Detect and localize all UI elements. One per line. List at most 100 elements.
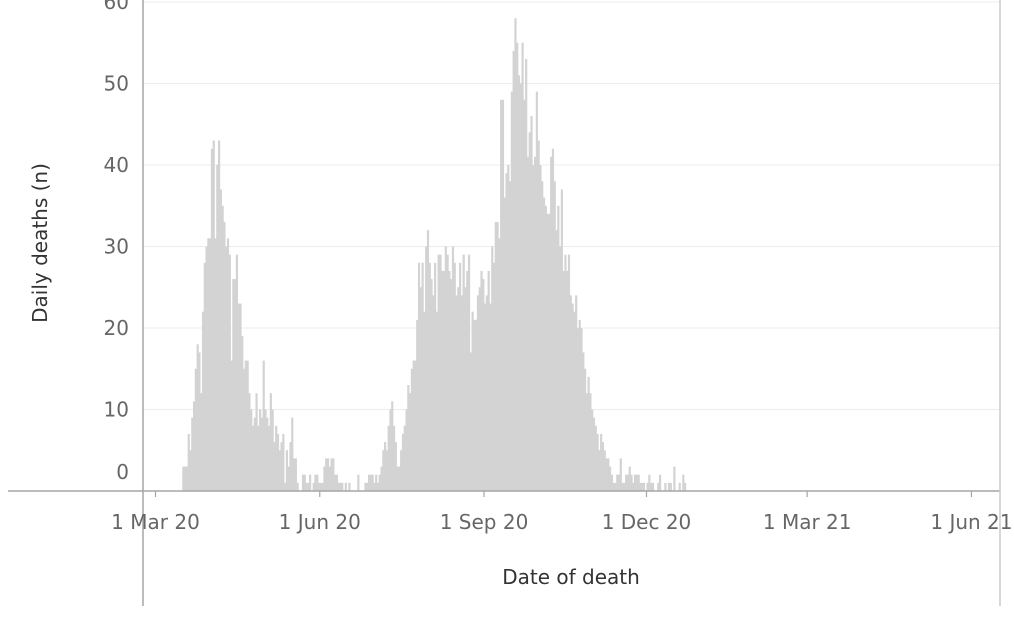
bar xyxy=(498,238,501,491)
bar xyxy=(344,482,347,491)
bar xyxy=(451,246,455,491)
bar xyxy=(341,482,344,491)
bar xyxy=(553,181,556,492)
bar xyxy=(476,295,480,491)
bar xyxy=(575,295,578,491)
bar xyxy=(535,91,538,492)
bar xyxy=(184,466,187,491)
bar xyxy=(301,474,305,491)
bar xyxy=(439,254,442,491)
bar xyxy=(471,311,474,491)
bar xyxy=(612,482,615,491)
bar xyxy=(467,254,471,491)
bar xyxy=(266,417,269,491)
bar xyxy=(200,393,203,491)
bar xyxy=(667,482,671,491)
bar xyxy=(405,409,408,491)
bar xyxy=(212,140,215,492)
bar xyxy=(396,466,399,491)
x-tick-label: 1 Sep 20 xyxy=(440,510,529,534)
bar xyxy=(469,352,472,491)
bar xyxy=(217,140,221,492)
bar xyxy=(251,425,255,491)
bar xyxy=(257,425,260,491)
bar xyxy=(580,328,583,491)
x-tick-label: 1 Jun 21 xyxy=(930,510,1012,534)
bar xyxy=(328,466,331,491)
bar xyxy=(373,482,376,491)
bar xyxy=(385,450,389,491)
bar xyxy=(237,303,240,491)
bar xyxy=(260,417,264,491)
bar xyxy=(503,197,506,491)
bar xyxy=(591,409,594,491)
x-tick-label: 1 Dec 20 xyxy=(602,510,692,534)
bar xyxy=(191,417,194,491)
bar xyxy=(430,279,433,491)
bar xyxy=(564,254,567,491)
bar xyxy=(460,295,463,491)
bar xyxy=(289,442,292,491)
bar xyxy=(284,482,287,491)
bar xyxy=(426,230,430,491)
bar xyxy=(626,474,630,491)
bar xyxy=(601,442,605,491)
bar xyxy=(635,474,638,491)
bar xyxy=(473,319,476,491)
bar xyxy=(235,254,239,491)
bar xyxy=(491,246,494,491)
bar xyxy=(416,319,419,491)
bar xyxy=(514,18,517,492)
bar xyxy=(389,409,392,491)
x-tick-label: 1 Jun 20 xyxy=(279,510,361,534)
bar xyxy=(683,482,687,491)
bar xyxy=(557,205,560,491)
bar xyxy=(651,482,655,491)
bar xyxy=(623,482,626,491)
bar xyxy=(303,474,306,491)
bar xyxy=(525,59,528,492)
bar xyxy=(555,230,558,491)
x-tick-label: 1 Mar 20 xyxy=(111,510,200,534)
bar xyxy=(434,262,437,491)
bar xyxy=(209,238,212,491)
bar xyxy=(632,482,635,491)
bar xyxy=(382,450,385,491)
bar xyxy=(528,132,531,491)
bar xyxy=(539,165,542,491)
bar xyxy=(296,482,299,491)
bar xyxy=(501,99,505,492)
bar xyxy=(201,311,205,491)
bar xyxy=(364,482,367,491)
bar xyxy=(455,295,458,491)
bar xyxy=(357,474,360,491)
bar xyxy=(437,254,440,491)
bar xyxy=(400,450,403,491)
bar xyxy=(387,425,390,491)
bar xyxy=(582,352,585,491)
bar xyxy=(401,433,405,491)
bar xyxy=(669,482,672,491)
bar xyxy=(316,474,319,491)
bar xyxy=(375,474,378,491)
bar xyxy=(205,246,208,491)
bar xyxy=(207,238,210,491)
bar xyxy=(448,270,451,491)
bar xyxy=(630,474,633,491)
bar xyxy=(271,409,274,491)
bar xyxy=(264,409,267,491)
bar xyxy=(234,279,237,491)
bar xyxy=(585,393,588,491)
y-tick-label: 50 xyxy=(104,72,129,96)
bar xyxy=(335,474,339,491)
bar xyxy=(637,474,640,491)
bar xyxy=(475,319,478,491)
bar xyxy=(444,246,447,491)
bar xyxy=(398,466,401,491)
bar xyxy=(189,450,192,491)
bar xyxy=(517,75,521,491)
bar xyxy=(573,311,576,491)
y-tick-label: 40 xyxy=(104,153,129,177)
bar xyxy=(592,417,596,491)
